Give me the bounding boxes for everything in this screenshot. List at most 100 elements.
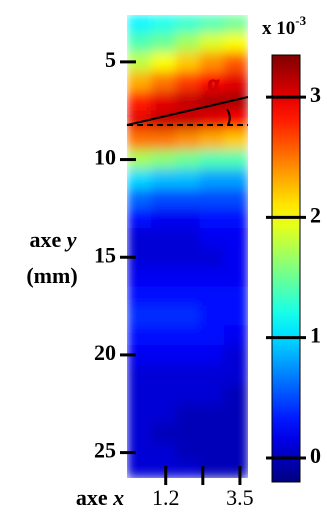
heatmap-cell	[175, 384, 201, 405]
heatmap-cell	[175, 169, 201, 190]
heatmap-cell	[151, 130, 176, 151]
x-tick-label: 1.2	[152, 485, 180, 510]
heatmap-cell	[223, 462, 248, 478]
colorbar-tick-label: 2	[310, 202, 321, 227]
heatmap-cell	[175, 267, 201, 288]
heatmap-cell	[223, 130, 248, 151]
heatmap-cell	[151, 423, 176, 444]
heatmap-cell	[127, 325, 152, 346]
heatmap-cell	[127, 306, 152, 327]
heatmap-cell	[127, 286, 152, 307]
heatmap-cell	[151, 462, 176, 478]
heatmap-cell	[127, 403, 152, 424]
heatmap-cell	[199, 384, 225, 405]
y-tick-label: 25	[94, 438, 116, 463]
heatmap-cell	[127, 442, 152, 463]
heatmap-cell	[151, 247, 176, 268]
heatmap	[127, 15, 248, 478]
heatmap-cell	[199, 149, 225, 170]
x-tick-label: 3.5	[226, 485, 254, 510]
annotation: α	[207, 72, 221, 96]
angle-arc	[226, 108, 231, 126]
heatmap-cell	[151, 15, 176, 34]
heatmap-cell	[223, 423, 248, 444]
heatmap-cell	[151, 208, 176, 229]
heatmap-cell	[199, 110, 225, 131]
heatmap-cells	[127, 15, 248, 478]
heatmap-cell	[223, 52, 248, 73]
heatmap-cell	[175, 345, 201, 366]
heatmap-cell	[175, 91, 201, 112]
heatmap-cell	[127, 71, 152, 92]
heatmap-cell	[175, 247, 201, 268]
colorbar-exponent: -3	[295, 13, 306, 28]
y-axis-unit: (mm)	[26, 263, 77, 288]
heatmap-cell	[175, 149, 201, 170]
heatmap-cell	[175, 403, 201, 424]
heatmap-cell	[151, 286, 176, 307]
heatmap-cell	[175, 15, 201, 34]
heatmap-cell	[151, 149, 176, 170]
y-tick-label: 15	[94, 242, 116, 267]
heatmap-cell	[199, 403, 225, 424]
heatmap-cell	[199, 71, 225, 92]
heatmap-cell	[127, 227, 152, 248]
heatmap-cell	[223, 208, 248, 229]
heatmap-cell	[127, 188, 152, 209]
heatmap-cell	[223, 403, 248, 424]
heatmap-cell	[223, 306, 248, 327]
heatmap-cell	[175, 208, 201, 229]
heatmap-cell	[127, 247, 152, 268]
heatmap-cell	[199, 227, 225, 248]
heatmap-cell	[127, 52, 152, 73]
heatmap-cell	[151, 306, 176, 327]
heatmap-cell	[151, 345, 176, 366]
heatmap-cell	[151, 91, 176, 112]
heatmap-cell	[223, 247, 248, 268]
heatmap-cell	[199, 15, 225, 34]
heatmap-cell	[175, 130, 201, 151]
heatmap-cell	[175, 32, 201, 53]
x-axis-label: axe x	[76, 485, 124, 510]
heatmap-cell	[151, 384, 176, 405]
colorbar-tick-label: 3	[310, 82, 321, 107]
heatmap-cell	[223, 71, 248, 92]
colorbar-tick-label: 1	[310, 323, 321, 348]
heatmap-cell	[175, 71, 201, 92]
heatmap-cell	[199, 32, 225, 53]
heatmap-cell	[175, 52, 201, 73]
heatmap-cell	[127, 384, 152, 405]
heatmap-cell	[199, 208, 225, 229]
heatmap-cell	[223, 227, 248, 248]
heatmap-cell	[223, 286, 248, 307]
heatmap-cell	[127, 130, 152, 151]
x-label-var: x	[112, 485, 124, 510]
heatmap-cell	[151, 169, 176, 190]
heatmap-cell	[127, 364, 152, 385]
heatmap-cell	[151, 32, 176, 53]
colorbar-base: x 10	[262, 18, 295, 39]
heatmap-cell	[127, 149, 152, 170]
heatmap-cell	[199, 286, 225, 307]
heatmap-cell	[151, 403, 176, 424]
heatmap-cell	[223, 325, 248, 346]
y-axis-label: axe y	[29, 227, 76, 252]
y-tick-label: 20	[94, 340, 116, 365]
heatmap-cell	[199, 188, 225, 209]
heatmap-cell	[223, 15, 248, 34]
heatmap-cell	[199, 462, 225, 478]
heatmap-cell	[223, 364, 248, 385]
heatmap-cell	[223, 91, 248, 112]
heatmap-cell	[127, 32, 152, 53]
heatmap-cell	[199, 325, 225, 346]
heatmap-cell	[151, 325, 176, 346]
colorbar-tick-label: 0	[310, 443, 321, 468]
heatmap-cell	[175, 286, 201, 307]
heatmap-cell	[199, 267, 225, 288]
heatmap-cell	[199, 345, 225, 366]
heatmap-cell	[199, 247, 225, 268]
heatmap-cell	[199, 364, 225, 385]
angle-line	[126, 96, 249, 126]
x-label-text: axe	[76, 485, 108, 510]
heatmap-cell	[199, 52, 225, 73]
